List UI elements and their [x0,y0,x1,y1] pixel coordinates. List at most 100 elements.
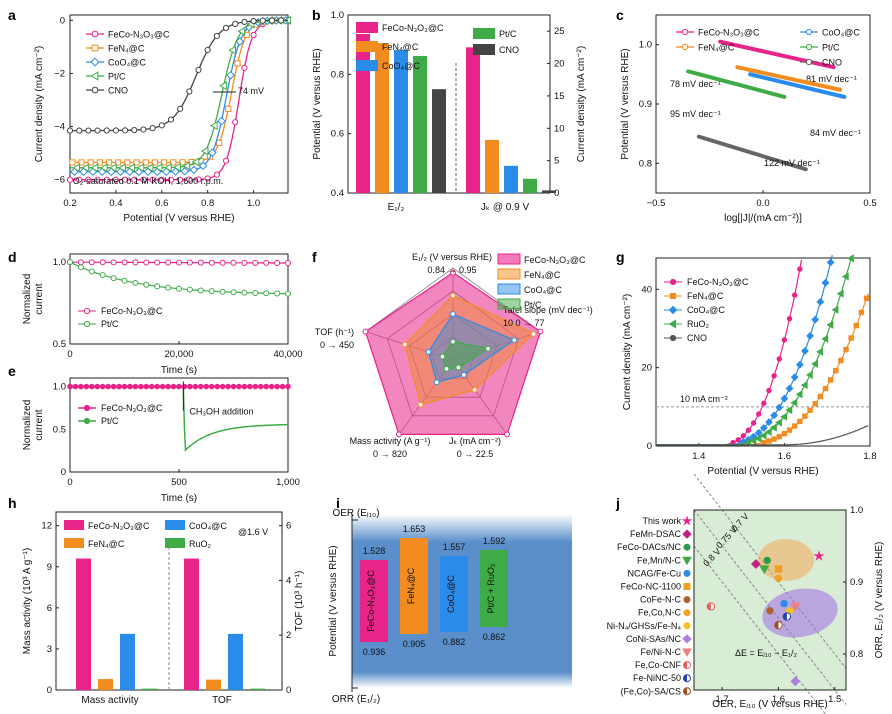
data-point [200,146,209,156]
legend-label: FeCo-N₃O₃@C [88,521,150,531]
series-line [656,259,803,446]
bar-top-value: 1.592 [483,536,506,546]
data-point [89,383,95,390]
bar-jk [542,190,556,193]
data-point [791,292,798,298]
orr-label: ORR (E₁/₂) [332,694,380,705]
data-point [121,383,128,390]
legend-label: FeN₄@C [524,270,561,280]
legend-swatch [497,298,521,310]
bar-e-half [394,50,408,193]
data-point [165,259,172,266]
data-point [66,176,74,183]
series-line [70,19,289,173]
y-axis-label: current [34,409,45,440]
legend-label: Fe,Co,N-C [638,608,682,618]
data-point [94,176,101,183]
data-point [234,60,241,67]
bar-tof [228,633,243,690]
y-axis-label: Potential (V versus RHE) [620,48,631,159]
panel-label: i [336,495,340,511]
data-point [237,26,246,36]
data-point [110,275,117,282]
data-point [241,18,248,26]
delta-e-line [693,545,826,714]
data-point [103,127,110,134]
legend-marker [91,30,99,38]
radar-point [433,379,440,386]
bar-e-half [413,55,427,193]
data-point [217,116,226,126]
data-point [213,32,220,40]
data-point [99,259,106,266]
data-point [771,436,777,442]
legend-marker [669,278,677,286]
data-point [154,283,161,290]
data-point [863,295,870,302]
data-point [88,259,95,266]
data-point [208,259,215,266]
legend-marker [683,569,691,577]
data-point [204,175,211,182]
data-point [170,159,177,166]
data-point [167,116,175,123]
data-point [241,259,248,266]
legend-label: FeCo-N₃O₃@C [108,30,170,40]
y-axis-label: ORR, E₁/₂ (V versus RHE) [874,542,885,659]
panel-label: f [312,249,317,265]
bar-tof [184,558,199,690]
data-point [228,45,237,55]
data-point [219,81,227,91]
x-tick-label: 1.0 [247,198,260,209]
panel-label: h [8,495,17,511]
legend-label: Pt/C [822,43,840,53]
y-tick-label: −4 [54,122,65,133]
radar-axis-range: 0 → 820 [373,449,407,459]
data-point [232,20,239,27]
bar-name: CoO₄@C [446,575,456,613]
data-point [826,320,834,329]
bar-name: FeN₄@C [406,567,416,604]
data-point [191,157,200,167]
bar-name: Pt/C + RuO₂ [486,563,496,613]
data-point [133,159,140,166]
data-point [110,259,117,266]
tafel-line [696,134,808,172]
data-point [127,163,136,173]
reference-label: 10 mA cm⁻² [680,394,728,404]
legend-label: FeN₄@C [687,291,724,301]
data-point [776,433,782,440]
legend-marker [805,43,813,51]
x-tick-label: 0.8 [201,198,214,209]
legend-marker [91,86,99,94]
radar-point [511,337,518,343]
data-point [177,176,184,183]
data-point [181,383,188,390]
y-axis-label: Potential (V versus RHE) [312,48,323,159]
data-point [83,383,90,390]
data-point [99,383,106,390]
legend-label: CNO [499,45,519,55]
data-point [142,159,149,166]
panel-label: c [616,7,624,23]
panel-label: a [8,7,16,23]
legend-marker [681,515,693,526]
delta-e-line [693,473,847,669]
legend-marker [669,334,677,342]
data-point [766,438,772,444]
data-point [268,17,276,24]
data-point [110,383,117,390]
bar-mass-activity [98,679,113,690]
data-point [76,127,83,134]
data-point [99,163,108,173]
x-axis-label: Time (s) [161,365,197,376]
y-tick-label-right: 10 [554,123,565,134]
data-point [813,550,825,561]
legend-swatch [356,41,378,52]
legend-swatch [497,268,521,280]
x-tick-label: 0.5 [863,198,876,209]
data-point [230,383,237,390]
bar-e-half [356,33,370,194]
data-point [182,161,191,171]
data-point [219,259,226,266]
